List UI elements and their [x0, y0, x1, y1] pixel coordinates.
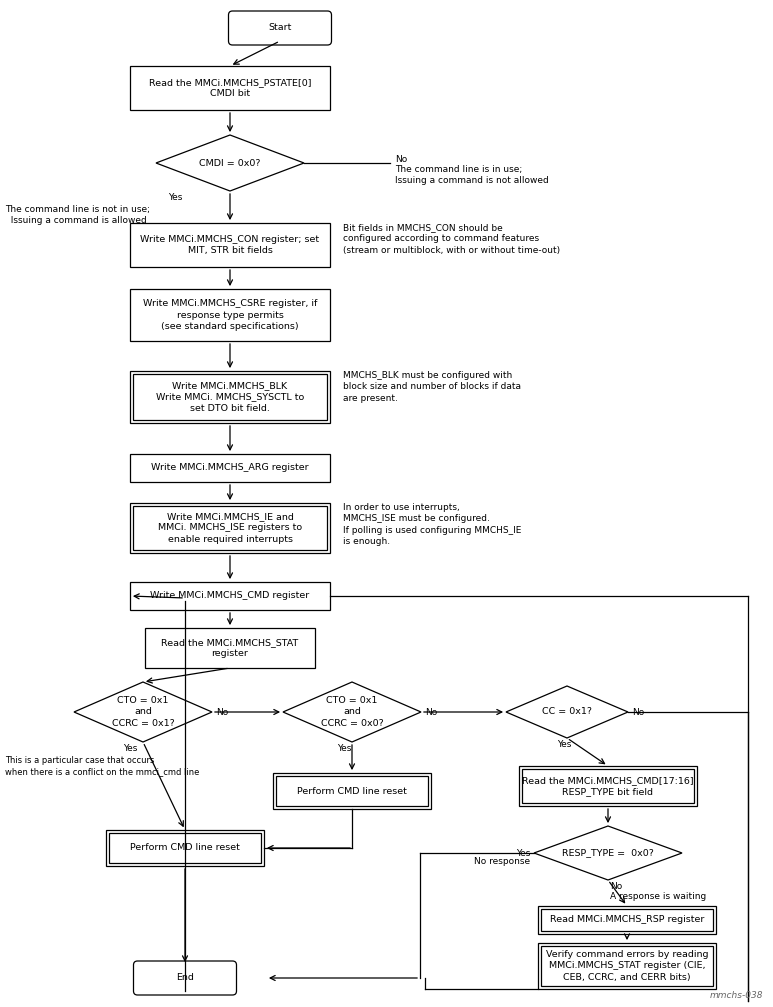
Text: No response: No response	[474, 857, 530, 866]
Bar	[130, 504, 330, 553]
Bar	[541, 909, 713, 931]
Bar	[130, 454, 330, 482]
Text: Perform CMD line reset: Perform CMD line reset	[130, 844, 240, 853]
Text: Write MMCi.MMCHS_CON register; set
MIT, STR bit fields: Write MMCi.MMCHS_CON register; set MIT, …	[141, 235, 319, 255]
Polygon shape	[534, 826, 682, 880]
Text: Yes: Yes	[337, 744, 352, 753]
Text: Write MMCi.MMCHS_IE and
MMCi. MMCHS_ISE registers to
enable required interrupts: Write MMCi.MMCHS_IE and MMCi. MMCHS_ISE …	[158, 512, 302, 544]
Text: End: End	[176, 974, 194, 983]
Text: Yes: Yes	[557, 740, 571, 749]
Bar	[130, 289, 330, 341]
Text: Yes: Yes	[123, 744, 138, 753]
Text: This is a particular case that occurs
when there is a conflict on the mmci_cmd l: This is a particular case that occurs wh…	[5, 756, 199, 776]
Bar	[519, 766, 697, 806]
Bar	[130, 66, 330, 110]
Bar	[133, 506, 327, 550]
Polygon shape	[74, 682, 212, 742]
Text: No: No	[610, 882, 622, 891]
Text: CC = 0x1?: CC = 0x1?	[542, 708, 592, 717]
Text: mmchs-038: mmchs-038	[710, 991, 763, 1000]
Text: RESP_TYPE =  0x0?: RESP_TYPE = 0x0?	[562, 849, 654, 858]
Bar	[538, 943, 716, 989]
Text: Write MMCi.MMCHS_ARG register: Write MMCi.MMCHS_ARG register	[152, 463, 308, 472]
Text: No: No	[395, 155, 407, 164]
Text: Bit fields in MMCHS_CON should be
configured according to command features
(stre: Bit fields in MMCHS_CON should be config…	[343, 223, 560, 255]
Text: CMDI = 0x0?: CMDI = 0x0?	[199, 158, 261, 167]
Bar	[130, 582, 330, 610]
Bar	[130, 371, 330, 423]
Text: A response is waiting: A response is waiting	[610, 892, 707, 901]
Text: No: No	[216, 708, 228, 717]
Text: Yes: Yes	[168, 193, 182, 202]
Text: Write MMCi.MMCHS_CMD register: Write MMCi.MMCHS_CMD register	[151, 591, 310, 600]
Bar	[106, 830, 264, 866]
Bar	[541, 946, 713, 986]
Text: Read the MMCi.MMCHS_STAT
register: Read the MMCi.MMCHS_STAT register	[162, 637, 298, 659]
Text: Read MMCi.MMCHS_RSP register: Read MMCi.MMCHS_RSP register	[550, 915, 704, 924]
Text: No: No	[425, 708, 438, 717]
Bar	[522, 769, 694, 803]
Bar	[130, 223, 330, 267]
Text: Write MMCi.MMCHS_BLK
Write MMCi. MMCHS_SYSCTL to
set DTO bit field.: Write MMCi.MMCHS_BLK Write MMCi. MMCHS_S…	[156, 381, 304, 413]
Text: Yes: Yes	[516, 849, 530, 858]
FancyBboxPatch shape	[229, 11, 332, 45]
Text: The command line is not in use;
  Issuing a command is allowed: The command line is not in use; Issuing …	[5, 205, 150, 226]
Text: No: No	[632, 708, 644, 717]
Text: Read the MMCi.MMCHS_CMD[17:16]
RESP_TYPE bit field: Read the MMCi.MMCHS_CMD[17:16] RESP_TYPE…	[523, 775, 694, 797]
Text: Read the MMCi.MMCHS_PSTATE[0]
CMDI bit: Read the MMCi.MMCHS_PSTATE[0] CMDI bit	[148, 78, 312, 99]
Text: In order to use interrupts,
MMCHS_ISE must be configured.
If polling is used con: In order to use interrupts, MMCHS_ISE mu…	[343, 504, 521, 547]
Text: MMCHS_BLK must be configured with
block size and number of blocks if data
are pr: MMCHS_BLK must be configured with block …	[343, 371, 521, 403]
Bar	[109, 833, 261, 863]
Text: CTO = 0x1
and
CCRC = 0x1?: CTO = 0x1 and CCRC = 0x1?	[111, 696, 175, 728]
Polygon shape	[283, 682, 421, 742]
Text: The command line is in use;
Issuing a command is not allowed: The command line is in use; Issuing a co…	[395, 165, 549, 185]
Bar	[538, 906, 716, 934]
Bar	[133, 374, 327, 420]
FancyBboxPatch shape	[134, 961, 237, 995]
Polygon shape	[506, 686, 628, 738]
Polygon shape	[156, 135, 304, 191]
Text: Start: Start	[268, 23, 291, 32]
Text: Write MMCi.MMCHS_CSRE register, if
response type permits
(see standard specifica: Write MMCi.MMCHS_CSRE register, if respo…	[143, 299, 317, 331]
Text: Perform CMD line reset: Perform CMD line reset	[297, 786, 407, 796]
Bar	[145, 628, 315, 668]
Text: Verify command errors by reading
MMCi.MMCHS_STAT register (CIE,
CEB, CCRC, and C: Verify command errors by reading MMCi.MM…	[546, 950, 708, 982]
Text: CTO = 0x1
and
CCRC = 0x0?: CTO = 0x1 and CCRC = 0x0?	[321, 696, 383, 728]
Bar	[276, 776, 428, 806]
Bar	[273, 773, 431, 809]
